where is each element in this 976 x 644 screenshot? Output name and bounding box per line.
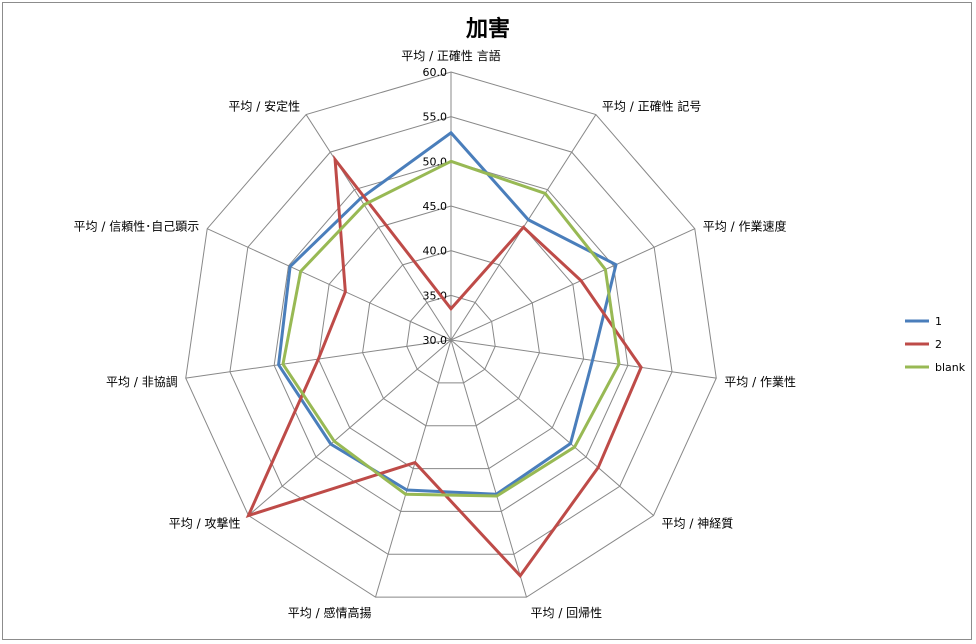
series-line-2	[245, 154, 643, 579]
tick-label: 45.0	[423, 200, 448, 213]
legend-label-1: 1	[935, 315, 942, 328]
chart-title: 加害	[465, 16, 510, 42]
category-label: 平均 / 安定性	[228, 99, 300, 114]
grid-ring	[362, 250, 540, 427]
category-label: 平均 / 回帰性	[531, 606, 603, 620]
grid-ring	[273, 160, 629, 512]
axis-spoke	[450, 339, 654, 516]
category-label: 平均 / 正確性 記号	[602, 99, 702, 114]
series-line-1	[277, 130, 618, 496]
axis-spoke	[450, 339, 527, 598]
axis-spoke	[375, 339, 452, 598]
tick-label: 35.0	[423, 289, 448, 302]
category-label: 平均 / 感情高揚	[288, 605, 372, 620]
series-line-blank	[281, 159, 621, 498]
legend-label-blank: blank	[935, 361, 966, 374]
tick-label: 40.0	[423, 245, 448, 258]
axis-spoke	[450, 228, 695, 341]
category-label: 平均 / 作業性	[724, 375, 796, 389]
category-label: 平均 / 信頼性･自己顕示	[74, 220, 200, 234]
category-label: 平均 / 正確性 言語	[401, 48, 501, 63]
radar-chart: 加害 30.035.040.045.050.055.060.0 平均 / 正確性…	[74, 16, 966, 620]
tick-label: 55.0	[423, 111, 448, 124]
axis-spoke	[305, 114, 452, 341]
legend-label-2: 2	[935, 338, 942, 351]
category-label: 平均 / 攻撃性	[169, 516, 241, 531]
grid-ring	[229, 116, 673, 555]
axis-spoke	[248, 339, 452, 516]
axis-spoke	[450, 339, 717, 379]
grid-ring	[185, 71, 717, 598]
grid-ring	[317, 205, 585, 470]
category-label: 平均 / 作業速度	[703, 219, 787, 234]
grid-ring	[406, 294, 496, 384]
axis-spoke	[207, 228, 452, 341]
category-label: 平均 / 神経質	[662, 516, 734, 531]
tick-label: 60.0	[423, 66, 448, 79]
category-label: 平均 / 非協調	[106, 374, 178, 389]
tick-label: 30.0	[423, 334, 448, 347]
